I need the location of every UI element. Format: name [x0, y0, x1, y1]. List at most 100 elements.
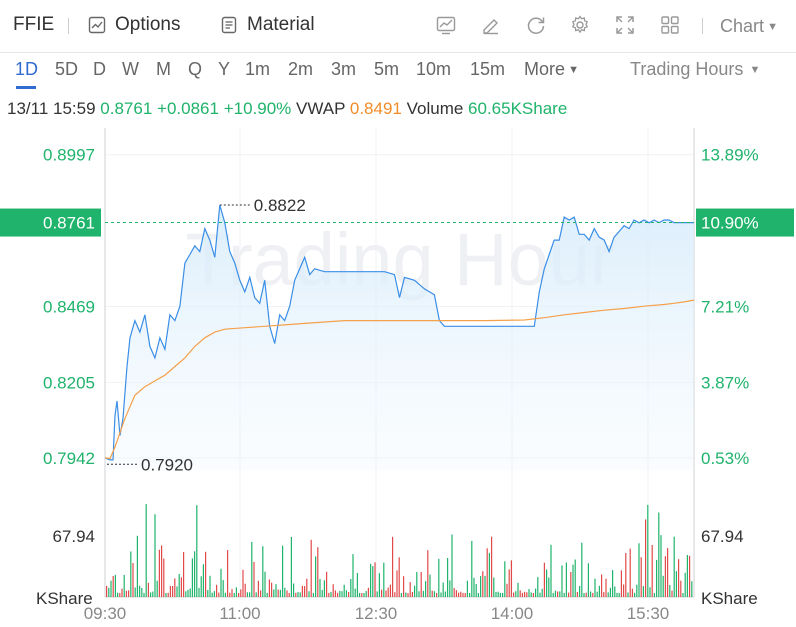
- options-button[interactable]: Options: [87, 14, 180, 36]
- volume-unit-label: KShare: [36, 589, 93, 608]
- volume-bar: [110, 580, 112, 597]
- volume-bar: [251, 541, 253, 597]
- material-button[interactable]: Material: [219, 14, 315, 36]
- volume-bar: [521, 592, 523, 597]
- volume-bar: [444, 591, 446, 597]
- volume-bar: [436, 593, 438, 597]
- volume-bar: [216, 584, 218, 597]
- volume-bar: [394, 592, 396, 597]
- volume-bar: [598, 585, 600, 597]
- volume-bar: [614, 586, 616, 597]
- volume-bar: [174, 578, 176, 597]
- volume-bar: [605, 578, 607, 597]
- volume-bar: [213, 591, 215, 597]
- volume-bar: [132, 563, 134, 597]
- volume-bar: [196, 505, 198, 597]
- volume-bar: [433, 591, 435, 597]
- refresh-icon: [527, 17, 545, 34]
- volume-bar: [354, 588, 356, 597]
- more-periods-dropdown[interactable]: More ▼: [524, 59, 579, 80]
- price-plot: 0.8822 0.7920: [104, 196, 695, 474]
- volume-bar: [218, 592, 220, 597]
- volume-bar: [473, 577, 475, 597]
- period-y[interactable]: Y: [218, 59, 231, 79]
- caret-down-icon: ▼: [565, 64, 579, 76]
- chart-type-dropdown[interactable]: Chart ▼: [720, 16, 778, 37]
- pct-tick-label: 3.87%: [701, 373, 749, 392]
- volume-bar: [535, 588, 537, 597]
- caret-down-icon: ▼: [743, 64, 761, 76]
- volume-bar: [440, 592, 442, 597]
- quote-change: +0.0861: [157, 99, 219, 118]
- volume-bar: [510, 560, 512, 597]
- volume-bar: [304, 586, 306, 597]
- layout-button[interactable]: [657, 12, 683, 38]
- pct-tick-label: 13.89%: [701, 146, 759, 165]
- volume-bar: [471, 540, 473, 597]
- volume-bar: [493, 577, 495, 597]
- session-dropdown[interactable]: Trading Hours ▼: [630, 59, 760, 80]
- volume-bar: [462, 592, 464, 597]
- volume-bar: [308, 591, 310, 597]
- divider: [68, 18, 69, 34]
- volume-bar: [519, 590, 521, 597]
- volume-bar: [634, 592, 636, 597]
- indicator-tool-button[interactable]: [433, 12, 459, 38]
- volume-bar: [585, 592, 587, 597]
- volume-bar: [475, 584, 477, 597]
- period-5m[interactable]: 5m: [374, 59, 400, 79]
- volume-bar: [167, 592, 169, 597]
- period-10m[interactable]: 10m: [416, 59, 452, 79]
- volume-bar: [385, 590, 387, 597]
- quote-price: 0.8761: [100, 99, 153, 118]
- volume-bar: [427, 550, 429, 597]
- volume-bar: [156, 580, 158, 597]
- volume-bar: [147, 582, 149, 597]
- volume-bar: [343, 584, 345, 597]
- period-1d[interactable]: 1D: [15, 59, 39, 79]
- quote-datetime: 13/11 15:59: [7, 99, 96, 118]
- high-label: 0.8822: [254, 196, 306, 215]
- volume-bar: [172, 586, 174, 597]
- volume-bar: [125, 590, 127, 597]
- volume-bar: [317, 547, 319, 597]
- volume-bar: [268, 579, 270, 597]
- period-m[interactable]: M: [156, 59, 171, 79]
- period-1m[interactable]: 1m: [245, 59, 271, 79]
- volume-bar: [528, 589, 530, 597]
- period-15m[interactable]: 15m: [470, 59, 506, 79]
- volume-tick-label-right: 67.94: [701, 527, 744, 546]
- volume-bar: [211, 592, 213, 597]
- volume-bar: [431, 590, 433, 597]
- volume-bar: [649, 587, 651, 597]
- volume-bar: [387, 587, 389, 597]
- settings-button[interactable]: [567, 12, 593, 38]
- volume-bar: [233, 593, 235, 597]
- volume-bar: [642, 586, 644, 597]
- volume-bar: [310, 539, 312, 597]
- draw-tool-button[interactable]: [478, 12, 504, 38]
- volume-tick-label: 67.94: [52, 527, 95, 546]
- period-d[interactable]: D: [93, 59, 106, 79]
- volume-bar: [145, 504, 147, 597]
- volume-bar: [112, 576, 114, 597]
- period-3m[interactable]: 3m: [331, 59, 357, 79]
- pct-tick-label: 7.21%: [701, 297, 749, 316]
- document-icon: [221, 16, 237, 34]
- volume-bar: [163, 558, 165, 597]
- fullscreen-button[interactable]: [612, 12, 638, 38]
- volume-bar: [671, 590, 673, 597]
- volume-bar: [592, 592, 594, 597]
- volume-unit-label-right: KShare: [701, 589, 758, 608]
- volume-bar: [609, 587, 611, 597]
- period-w[interactable]: W: [122, 59, 139, 79]
- more-label: More: [524, 59, 566, 79]
- volume-bar: [508, 569, 510, 597]
- volume-bar: [684, 572, 686, 597]
- period-2m[interactable]: 2m: [288, 59, 314, 79]
- period-q[interactable]: Q: [188, 59, 203, 79]
- period-5d[interactable]: 5D: [55, 59, 79, 79]
- refresh-button[interactable]: [523, 12, 549, 38]
- current-price-label: 0.8761: [43, 214, 95, 233]
